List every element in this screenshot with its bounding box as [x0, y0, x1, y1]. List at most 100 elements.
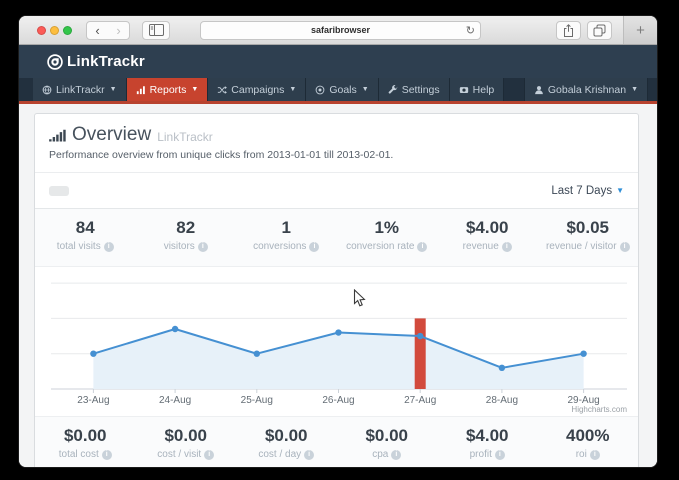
stat-revenue: $4.00 revenuei [437, 218, 538, 266]
camera-icon [459, 85, 469, 95]
stat-cost-day: $0.00 cost / dayi [236, 426, 337, 467]
svg-text:25-Aug: 25-Aug [241, 395, 273, 406]
stat-value: $0.00 [35, 426, 136, 446]
stat-value: $0.05 [538, 218, 639, 238]
user-menu[interactable]: Gobala Krishnan ▼ [524, 78, 648, 101]
chevron-down-icon: ▼ [289, 86, 296, 93]
linktrackr-logo-icon [47, 54, 63, 70]
stat-value: 82 [136, 218, 237, 238]
tabs-icon [593, 24, 606, 37]
stat-label: revenue [463, 241, 499, 252]
svg-text:26-Aug: 26-Aug [322, 395, 354, 406]
info-icon[interactable]: i [590, 450, 600, 460]
stat-cpa: $0.00 cpai [337, 426, 438, 467]
info-icon[interactable]: i [304, 450, 314, 460]
history-buttons: ‹ › [86, 21, 130, 40]
nav-item-reports[interactable]: Reports ▼ [127, 78, 209, 101]
tab-pages[interactable] [136, 186, 156, 196]
date-range-selector[interactable]: Last 7 Days ▼ [551, 185, 624, 197]
stat-label: revenue / visitor [546, 241, 617, 252]
address-text: safaribrowser [311, 25, 370, 35]
globe-icon [42, 85, 52, 95]
chevron-down-icon: ▼ [616, 186, 624, 195]
stat-visitors: 82 visitorsi [136, 218, 237, 266]
tab-referrers[interactable] [78, 186, 98, 196]
page-title: Overview [72, 124, 151, 146]
info-icon[interactable]: i [502, 242, 512, 252]
share-button[interactable] [556, 21, 581, 40]
mouse-cursor [353, 289, 366, 308]
stats-row-bottom: $0.00 total costi $0.00 cost / visiti $0… [35, 416, 638, 467]
traffic-light-close[interactable] [37, 26, 46, 35]
info-icon[interactable]: i [198, 242, 208, 252]
user-icon [534, 85, 544, 95]
sidebar-toggle-button[interactable] [142, 21, 170, 40]
info-icon[interactable]: i [309, 242, 319, 252]
site-logo-text: LinkTrackr [67, 53, 145, 70]
show-tabs-button[interactable] [587, 21, 612, 40]
info-icon[interactable]: i [417, 242, 427, 252]
new-tab-button[interactable]: + [623, 16, 657, 44]
tab-overview[interactable] [49, 186, 69, 196]
info-icon[interactable]: i [102, 450, 112, 460]
info-icon[interactable]: i [204, 450, 214, 460]
back-button[interactable]: ‹ [95, 22, 99, 39]
info-icon[interactable]: i [104, 242, 114, 252]
stat-label: conversions [253, 241, 306, 252]
traffic-light-zoom[interactable] [63, 26, 72, 35]
stat-label: cost / day [258, 449, 301, 460]
wrench-icon [388, 85, 398, 95]
visits-chart: 23-Aug24-Aug25-Aug26-Aug27-Aug28-Aug29-A… [35, 267, 638, 416]
web-page: LinkTrackr LinkTrackr ▼ Reports ▼ Campai… [19, 45, 657, 467]
stat-cost-visit: $0.00 cost / visiti [136, 426, 237, 467]
stat-label: profit [470, 449, 492, 460]
tab-tracking-links[interactable] [165, 186, 185, 196]
forward-button[interactable]: › [116, 22, 120, 39]
refresh-button[interactable]: ↻ [466, 24, 475, 37]
safari-window: ‹ › safaribrowser ↻ + LinkTrackr [19, 16, 657, 467]
title-block: Overview LinkTrackr Performance overview… [35, 114, 638, 173]
stat-label: visitors [164, 241, 195, 252]
stat-value: $4.00 [437, 426, 538, 446]
stat-value: $4.00 [437, 218, 538, 238]
tab-conversions[interactable] [194, 186, 214, 196]
svg-text:28-Aug: 28-Aug [486, 395, 518, 406]
page-subtitle: Performance overview from unique clicks … [49, 149, 624, 161]
traffic-lights [37, 26, 72, 35]
chevron-down-icon: ▼ [110, 86, 117, 93]
nav-item-linktrackr[interactable]: LinkTrackr ▼ [33, 78, 127, 101]
stat-label: conversion rate [346, 241, 414, 252]
browser-toolbar: ‹ › safaribrowser ↻ + [19, 16, 657, 45]
site-logo[interactable]: LinkTrackr [47, 53, 145, 70]
stat-value: $0.00 [337, 426, 438, 446]
bullseye-icon [315, 85, 325, 95]
tab-campaigns[interactable] [107, 186, 127, 196]
nav-item-campaigns[interactable]: Campaigns ▼ [208, 78, 306, 101]
info-icon[interactable]: i [495, 450, 505, 460]
info-icon[interactable]: i [391, 450, 401, 460]
address-bar[interactable]: safaribrowser ↻ [200, 21, 481, 40]
desktop-background: ‹ › safaribrowser ↻ + LinkTrackr [0, 0, 679, 480]
stat-conversion-rate: 1% conversion ratei [337, 218, 438, 266]
nav-item-help[interactable]: Help [450, 78, 505, 101]
stat-value: $0.00 [136, 426, 237, 446]
chevron-down-icon: ▼ [191, 86, 198, 93]
traffic-light-minimize[interactable] [50, 26, 59, 35]
main-nav: LinkTrackr ▼ Reports ▼ Campaigns ▼ Goals… [19, 78, 657, 101]
overview-panel: Overview LinkTrackr Performance overview… [34, 113, 639, 467]
stat-total-cost: $0.00 total costi [35, 426, 136, 467]
nav-item-goals[interactable]: Goals ▼ [306, 78, 378, 101]
bar-chart-icon [49, 129, 66, 142]
svg-text:24-Aug: 24-Aug [159, 395, 191, 406]
chart-credit: Highcharts.com [571, 405, 627, 414]
stat-conversions: 1 conversionsi [236, 218, 337, 266]
stat-total-visits: 84 total visitsi [35, 218, 136, 266]
stat-roi: 400% roii [538, 426, 639, 467]
stat-value: 400% [538, 426, 639, 446]
stat-label: cost / visit [157, 449, 201, 460]
stat-value: 84 [35, 218, 136, 238]
info-icon[interactable]: i [620, 242, 630, 252]
stat-label: total visits [57, 241, 101, 252]
nav-item-settings[interactable]: Settings [379, 78, 450, 101]
shuffle-icon [217, 85, 227, 95]
